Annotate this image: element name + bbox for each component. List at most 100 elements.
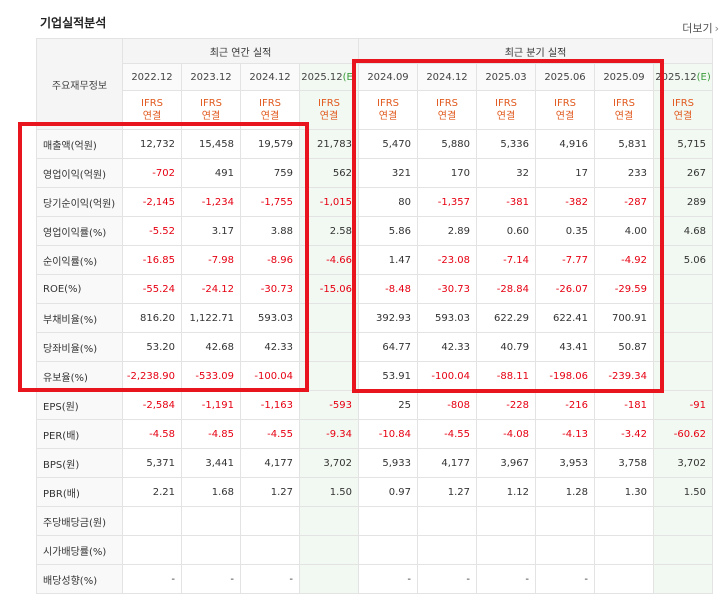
table-cell: [240, 535, 300, 565]
table-cell: 80: [358, 187, 418, 217]
table-cell: -100.04: [417, 361, 477, 391]
table-cell: -7.77: [535, 245, 595, 275]
table-row: 시가배당률(%): [36, 535, 713, 565]
consolidated-label: 연결: [260, 111, 280, 122]
row-label: 배당성향(%): [36, 564, 123, 594]
table-cell: 392.93: [358, 303, 418, 333]
table-cell: 1.28: [535, 477, 595, 507]
table-cell: -1,015: [299, 187, 359, 217]
table-row: EPS(원) -2,584 -1,191 -1,163 -593 25 -808 -228 -2…: [36, 390, 713, 420]
table-cell: -216: [535, 390, 595, 420]
period-header: 2025.09: [594, 63, 654, 91]
table-cell: 562: [299, 158, 359, 188]
period-header: 2025.06: [535, 63, 595, 91]
group-header-row: 주요재무정보 최근 연간 실적 최근 분기 실적: [36, 38, 713, 130]
table-cell: -4.92: [594, 245, 654, 275]
ifrs-consolidated-header: IFRS 연결: [240, 90, 300, 130]
table-cell: -593: [299, 390, 359, 420]
table-cell: -4.55: [240, 419, 300, 449]
table-cell: 233: [594, 158, 654, 188]
row-label: 주당배당금(원): [36, 506, 123, 536]
table-cell: -8.96: [240, 245, 300, 275]
ifrs-label: IFRS: [318, 98, 340, 109]
table-cell: -15.06: [299, 274, 359, 304]
table-cell: 53.20: [122, 332, 182, 362]
table-cell: 593.03: [417, 303, 477, 333]
table-cell: 2.58: [299, 216, 359, 246]
table-row: 영업이익(억원) -702 491 759 562 321 170 32 17 233 267: [36, 158, 713, 188]
period-header: 2025.12(E): [299, 63, 359, 91]
period-header: 2024.09: [358, 63, 418, 91]
table-cell: [653, 361, 713, 391]
consolidated-label: 연결: [673, 111, 693, 122]
consolidated-label: 연결: [142, 111, 162, 122]
table-cell: 622.29: [476, 303, 536, 333]
table-cell: -181: [594, 390, 654, 420]
period-header: 2025.12(E): [653, 63, 713, 91]
table-cell: -100.04: [240, 361, 300, 391]
row-header-label: 주요재무정보: [36, 38, 123, 130]
period-header: 2023.12: [181, 63, 241, 91]
table-cell: -1,755: [240, 187, 300, 217]
table-cell: [594, 535, 654, 565]
more-link[interactable]: 더보기 ›: [682, 20, 719, 36]
table-row: 매출액(억원) 12,732 15,458 19,579 21,783 5,470 5,88…: [36, 129, 713, 159]
table-cell: 1.50: [653, 477, 713, 507]
ifrs-header-row: IFRS 연결 IFRS 연결 IFRS 연결 IFRS 연결 IFRS 연결 IFRS 연결 IFRS…: [37, 90, 713, 130]
table-cell: -2,584: [122, 390, 182, 420]
row-label: 매출액(억원): [36, 129, 123, 159]
table-cell: 53.91: [358, 361, 418, 391]
table-cell: 1.68: [181, 477, 241, 507]
table-row: 주당배당금(원): [36, 506, 713, 536]
table-row: 순이익률(%) -16.85 -7.98 -8.96 -4.66 1.47 -23.08 -7…: [36, 245, 713, 275]
ifrs-consolidated-header: IFRS 연결: [594, 90, 654, 130]
table-cell: -8.48: [358, 274, 418, 304]
table-cell: -808: [417, 390, 477, 420]
table-cell: -24.12: [181, 274, 241, 304]
row-label: 영업이익률(%): [36, 216, 123, 246]
table-row: ROE(%) -55.24 -24.12 -30.73 -15.06 -8.48 -30.7…: [36, 274, 713, 304]
ifrs-label: IFRS: [672, 98, 694, 109]
table-cell: 1.50: [299, 477, 359, 507]
table-cell: 15,458: [181, 129, 241, 159]
table-cell: -381: [476, 187, 536, 217]
estimate-marker: (E): [342, 71, 357, 83]
table-cell: [653, 535, 713, 565]
table-cell: 3.88: [240, 216, 300, 246]
table-cell: [181, 506, 241, 536]
table-cell: 21,783: [299, 129, 359, 159]
ifrs-consolidated-header: IFRS 연결: [417, 90, 477, 130]
table-cell: [653, 506, 713, 536]
table-cell: [122, 535, 182, 565]
estimate-marker: (E): [696, 71, 711, 83]
table-cell: 593.03: [240, 303, 300, 333]
table-cell: 5,831: [594, 129, 654, 159]
table-row: 유보율(%) -2,238.90 -533.09 -100.04 53.91 -100.0…: [36, 361, 713, 391]
financial-table: 주요재무정보 최근 연간 실적 최근 분기 실적 2022.12 2023.12 2…: [36, 38, 713, 594]
row-label: BPS(원): [36, 448, 123, 478]
table-cell: 2.89: [417, 216, 477, 246]
table-cell: [476, 535, 536, 565]
table-cell: -60.62: [653, 419, 713, 449]
table-cell: [594, 506, 654, 536]
ifrs-consolidated-header: IFRS 연결: [358, 90, 418, 130]
table-cell: [653, 274, 713, 304]
consolidated-label: 연결: [496, 111, 516, 122]
ifrs-label: IFRS: [613, 98, 635, 109]
table-cell: 170: [417, 158, 477, 188]
table-cell: -3.42: [594, 419, 654, 449]
table-cell: 1,122.71: [181, 303, 241, 333]
table-cell: -9.34: [299, 419, 359, 449]
table-cell: 50.87: [594, 332, 654, 362]
table-cell: 5,933: [358, 448, 418, 478]
table-cell: 4.68: [653, 216, 713, 246]
ifrs-label: IFRS: [495, 98, 517, 109]
row-label: 당기순이익(억원): [36, 187, 123, 217]
ifrs-consolidated-header: IFRS 연결: [535, 90, 595, 130]
table-cell: -: [476, 564, 536, 594]
table-cell: 491: [181, 158, 241, 188]
table-cell: 4,177: [417, 448, 477, 478]
period-header: 2024.12: [417, 63, 477, 91]
table-cell: -: [358, 564, 418, 594]
row-label: PER(배): [36, 419, 123, 449]
